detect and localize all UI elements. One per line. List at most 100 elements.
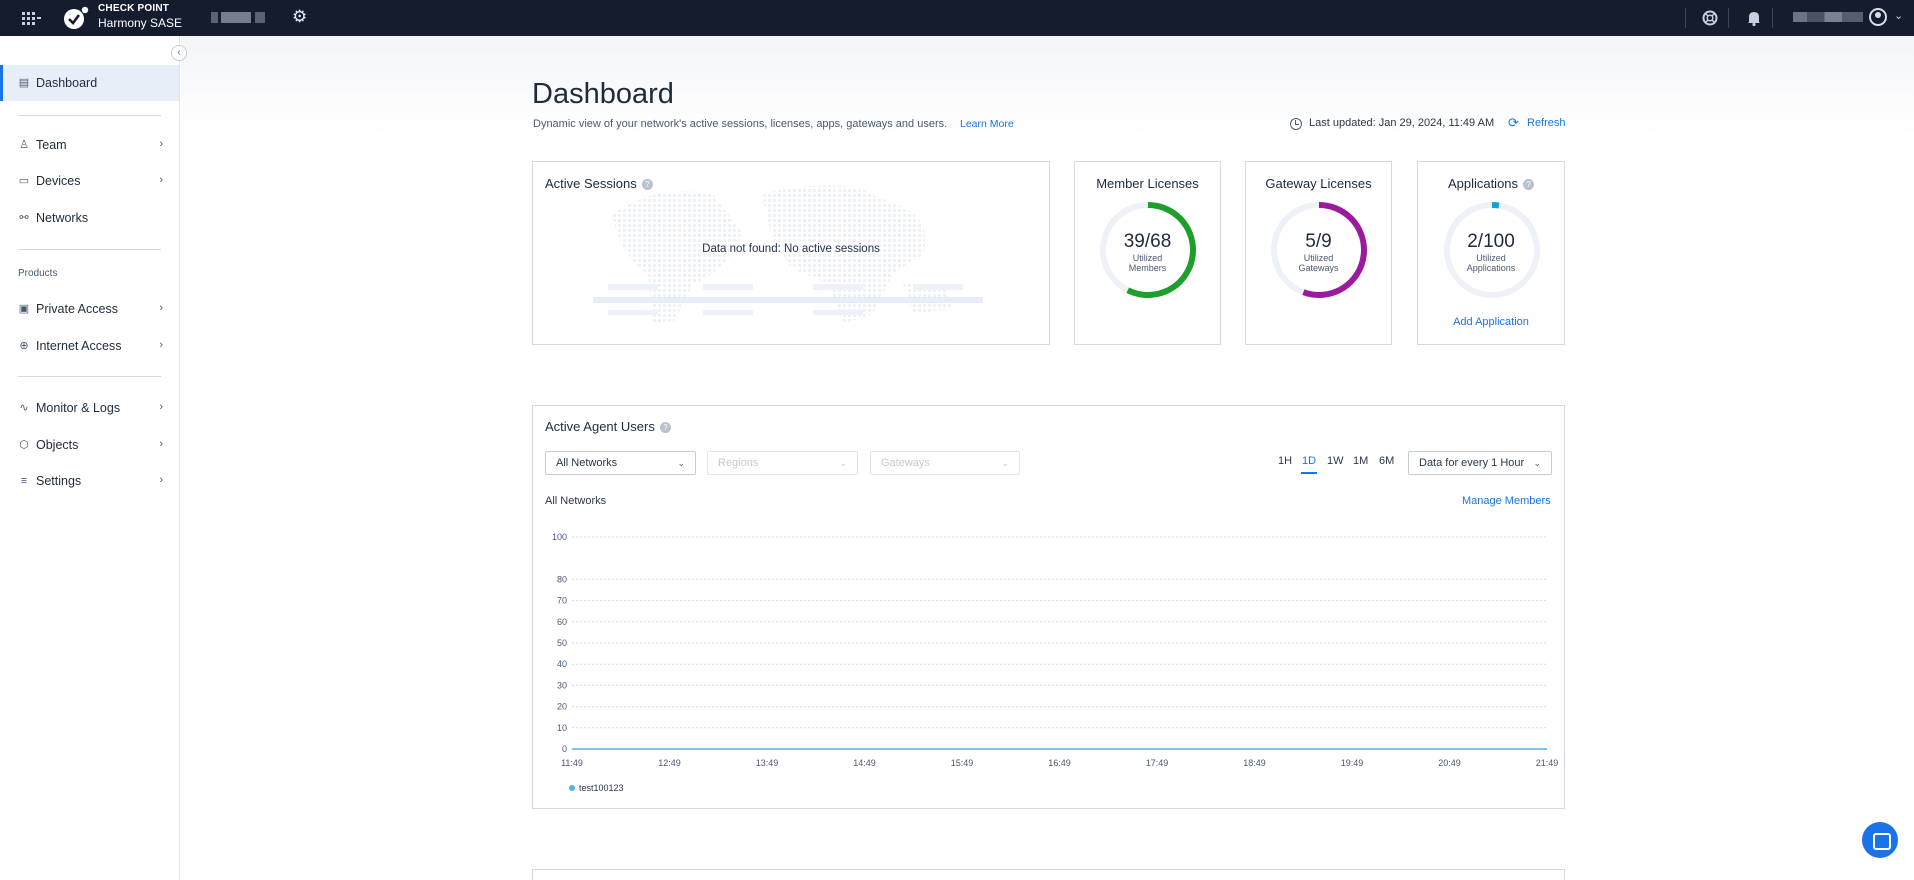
refresh-icon[interactable]: ⟳: [1508, 115, 1519, 130]
ring-label: Utilized: [1476, 253, 1506, 263]
chevron-down-icon: ⌄: [1533, 458, 1541, 468]
user-avatar-icon[interactable]: [1869, 8, 1887, 26]
notifications-bell-icon[interactable]: [1744, 8, 1764, 28]
applications-ring: [1444, 202, 1540, 298]
applications-card: Applications? 2/100 Utilized Application…: [1417, 161, 1565, 345]
add-application-button[interactable]: Add Application: [1453, 316, 1529, 328]
chevron-down-icon: ⌄: [677, 458, 685, 468]
x-tick-label: 16:49: [1048, 758, 1071, 768]
active-sessions-card: Active Sessions? Data not found: No acti…: [532, 161, 1050, 345]
sidebar-item-label: Networks: [36, 211, 89, 225]
x-tick-label: 20:49: [1438, 758, 1461, 768]
active-users-chart: 0 10 20 30 40 50 60 70 80 100 11:49 12:49 13:49 14:49…: [552, 532, 1559, 793]
help-icon[interactable]: ?: [659, 422, 671, 433]
divider: [18, 115, 161, 116]
product-name: Harmony SASE: [98, 16, 183, 30]
sidebar-item-label: Objects: [36, 438, 79, 452]
sidebar-item-private-access[interactable]: ▣ Private Access ›: [0, 291, 179, 327]
chart-subtitle: All Networks: [545, 495, 607, 507]
range-6m-button[interactable]: 6M: [1379, 455, 1395, 467]
top-bar: CHECK POINT Harmony SASE ⚙ ⌄: [0, 0, 1914, 36]
apps-grid-icon[interactable]: [22, 10, 42, 26]
support-lifebuoy-icon[interactable]: [1700, 8, 1720, 28]
brand-name: CHECK POINT: [98, 3, 170, 14]
ring-label: Members: [1128, 263, 1167, 273]
ring-label: Utilized: [1303, 253, 1334, 263]
chevron-right-icon: ›: [159, 339, 163, 351]
ring-value: 2/100: [1467, 231, 1515, 252]
active-agent-users-card: Active Agent Users?: [532, 405, 1565, 809]
sidebar-item-monitor-logs[interactable]: ∿ Monitor & Logs ›: [0, 390, 179, 426]
card-title: Active Sessions?: [545, 176, 653, 191]
sidebar-item-label: Team: [36, 138, 67, 152]
internet-access-icon: ⊕: [19, 340, 29, 352]
range-1d-button[interactable]: 1D: [1300, 455, 1318, 474]
team-icon: ♙: [19, 139, 29, 151]
applications-title: Applications: [1447, 176, 1519, 191]
member-licenses-ring: [1100, 202, 1196, 298]
x-tick-label: 13:49: [756, 758, 779, 768]
card-title: Member Licenses: [1096, 176, 1199, 191]
dropdown-value: Regions: [718, 457, 759, 469]
gateway-licenses-ring: [1271, 202, 1367, 298]
member-licenses-card: Member Licenses 39/68 Utilized Members: [1074, 161, 1221, 345]
x-tick-label: 15:49: [951, 758, 974, 768]
manage-members-link[interactable]: Manage Members: [1462, 495, 1551, 507]
sidebar-item-devices[interactable]: ▭ Devices ›: [0, 163, 179, 199]
sidebar-item-objects[interactable]: ⬡ Objects ›: [0, 427, 179, 463]
y-tick-label: 10: [557, 723, 567, 733]
refresh-button[interactable]: Refresh: [1527, 117, 1566, 129]
settings-gear-icon[interactable]: ⚙: [292, 7, 308, 26]
empty-state-text: Data not found: No active sessions: [702, 243, 880, 255]
sidebar-item-label: Dashboard: [36, 76, 98, 90]
chevron-right-icon: ›: [159, 474, 163, 486]
y-tick-label: 30: [557, 680, 567, 690]
networks-icon: ⚯: [19, 212, 29, 224]
range-1m-button[interactable]: 1M: [1353, 455, 1369, 467]
help-icon[interactable]: ?: [641, 179, 653, 190]
settings-icon: ≡: [20, 475, 28, 487]
interval-dropdown[interactable]: Data for every 1 Hour ⌄: [1408, 451, 1552, 475]
sidebar-item-dashboard[interactable]: ▤ Dashboard: [0, 65, 179, 101]
page-subtitle: Dynamic view of your network's active se…: [533, 118, 948, 130]
divider: [1772, 8, 1773, 28]
gateways-filter-dropdown[interactable]: Gateways ⌄: [870, 451, 1020, 475]
chevron-right-icon: ›: [159, 438, 163, 450]
range-1w-button[interactable]: 1W: [1327, 455, 1344, 467]
ring-label: Utilized: [1132, 253, 1163, 263]
x-tick-label: 21:49: [1536, 758, 1559, 768]
sidebar-item-internet-access[interactable]: ⊕ Internet Access ›: [0, 328, 179, 364]
sidebar-item-networks[interactable]: ⚯ Networks: [0, 200, 179, 236]
x-tick-label: 14:49: [853, 758, 876, 768]
tenant-selector[interactable]: [211, 12, 269, 23]
networks-filter-dropdown[interactable]: All Networks ⌄: [545, 451, 696, 475]
divider: [1728, 8, 1729, 28]
ring-value: 39/68: [1123, 231, 1172, 252]
sidebar-item-label: Private Access: [36, 302, 118, 316]
dropdown-value: Data for every 1 Hour: [1419, 457, 1525, 469]
dashboard-icon: ▤: [18, 77, 30, 89]
divider: [1685, 8, 1686, 28]
chevron-right-icon: ›: [159, 174, 163, 186]
y-tick-label: 0: [562, 744, 567, 754]
sidebar-item-settings[interactable]: ≡ Settings ›: [0, 463, 179, 499]
chevron-down-icon: ⌄: [839, 458, 847, 468]
chevron-down-icon[interactable]: ⌄: [1894, 10, 1904, 22]
x-tick-label: 17:49: [1146, 758, 1169, 768]
objects-icon: ⬡: [19, 439, 29, 451]
regions-filter-dropdown[interactable]: Regions ⌄: [707, 451, 858, 475]
active-sessions-title: Active Sessions: [545, 176, 637, 191]
help-icon[interactable]: ?: [1523, 179, 1535, 190]
devices-icon: ▭: [18, 175, 30, 187]
x-tick-label: 19:49: [1341, 758, 1364, 768]
range-1h-button[interactable]: 1H: [1278, 455, 1293, 467]
applications-arc: [1444, 202, 1540, 298]
monitor-icon: ∿: [19, 402, 29, 414]
collapse-sidebar-button[interactable]: ‹: [171, 45, 187, 61]
chat-support-button[interactable]: [1862, 822, 1898, 858]
learn-more-link[interactable]: Learn More: [960, 118, 1014, 130]
ring-value: 5/9: [1305, 231, 1332, 252]
y-tick-label: 80: [557, 574, 567, 584]
user-name[interactable]: [1793, 12, 1863, 22]
sidebar-item-team[interactable]: ♙ Team ›: [0, 127, 179, 163]
